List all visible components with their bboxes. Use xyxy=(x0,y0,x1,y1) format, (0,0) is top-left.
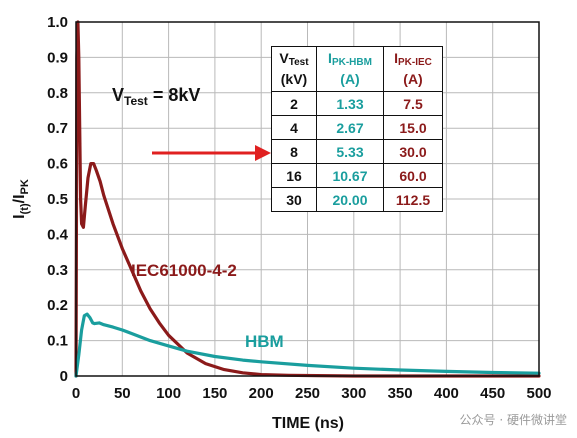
series-lines xyxy=(74,20,541,378)
y-tick-label: 0.5 xyxy=(47,191,68,208)
table-row: 8 5.33 30.0 xyxy=(271,139,443,164)
table-cell: 30.0 xyxy=(383,139,443,164)
y-tick-label: 0.3 xyxy=(47,262,68,279)
table-row: 30 20.00 112.5 xyxy=(271,187,443,212)
series-line-1 xyxy=(74,312,541,378)
x-tick-label: 400 xyxy=(434,385,459,402)
x-tick-label: 450 xyxy=(480,385,505,402)
x-tick-label: 500 xyxy=(526,385,551,402)
tick-labels: 0 50 100 150 200 250 300 350 400 450 500 0 0.1 0.2 0.3… xyxy=(47,14,551,402)
x-axis-title: TIME (ns) xyxy=(272,415,344,432)
table-cell: 1.33 xyxy=(316,91,384,116)
table-cell: 8 xyxy=(271,139,317,164)
header-ipk-hbm: IPK-HBM (A) xyxy=(316,46,384,92)
values-table: VTest (kV) IPK-HBM (A) IPK-IEC (A) 2 1.33 7… xyxy=(271,46,443,212)
x-tick-label: 100 xyxy=(156,385,181,402)
y-tick-label: 0.4 xyxy=(47,226,69,243)
x-tick-label: 50 xyxy=(114,385,131,402)
table-cell: 20.00 xyxy=(316,187,384,212)
plot-frame xyxy=(75,21,540,377)
pointer-arrow xyxy=(152,145,271,161)
test-voltage-annotation: VTest = 8kV xyxy=(112,85,200,108)
table-cell: 60.0 xyxy=(383,163,443,188)
table-cell: 7.5 xyxy=(383,91,443,116)
table-cell: 10.67 xyxy=(316,163,384,188)
table-cell: 2.67 xyxy=(316,115,384,140)
series-label-iec: IEC61000-4-2 xyxy=(131,261,237,280)
y-tick-label: 0 xyxy=(60,368,68,385)
y-tick-label: 0.2 xyxy=(47,297,68,314)
table-cell: 4 xyxy=(271,115,317,140)
y-axis-title: I(t)/IPK xyxy=(11,179,31,219)
table-cell: 5.33 xyxy=(316,139,384,164)
table-row: 4 2.67 15.0 xyxy=(271,115,443,140)
x-tick-label: 250 xyxy=(295,385,320,402)
y-tick-label: 0.7 xyxy=(47,120,68,137)
table-cell: 112.5 xyxy=(383,187,443,212)
table-cell: 16 xyxy=(271,163,317,188)
table-header-row: VTest (kV) IPK-HBM (A) IPK-IEC (A) xyxy=(271,46,443,92)
x-tick-label: 200 xyxy=(249,385,274,402)
y-tick-label: 1.0 xyxy=(47,14,68,31)
header-ipk-iec: IPK-IEC (A) xyxy=(383,46,443,92)
x-tick-label: 0 xyxy=(72,385,80,402)
y-tick-label: 0.6 xyxy=(47,156,68,173)
x-tick-label: 300 xyxy=(341,385,366,402)
table-cell: 2 xyxy=(271,91,317,116)
x-tick-label: 150 xyxy=(202,385,227,402)
table-row: 2 1.33 7.5 xyxy=(271,91,443,116)
x-tick-label: 350 xyxy=(388,385,413,402)
y-tick-label: 0.9 xyxy=(47,49,68,66)
table-cell: 15.0 xyxy=(383,115,443,140)
series-label-hbm: HBM xyxy=(245,332,284,351)
series-line-0 xyxy=(74,20,541,378)
table-cell: 30 xyxy=(271,187,317,212)
y-tick-label: 0.1 xyxy=(47,333,68,350)
table-row: 16 10.67 60.0 xyxy=(271,163,443,188)
header-vtest: VTest (kV) xyxy=(271,46,317,92)
watermark: 公众号 · 硬件微讲堂 xyxy=(459,413,567,427)
y-tick-label: 0.8 xyxy=(47,85,68,102)
